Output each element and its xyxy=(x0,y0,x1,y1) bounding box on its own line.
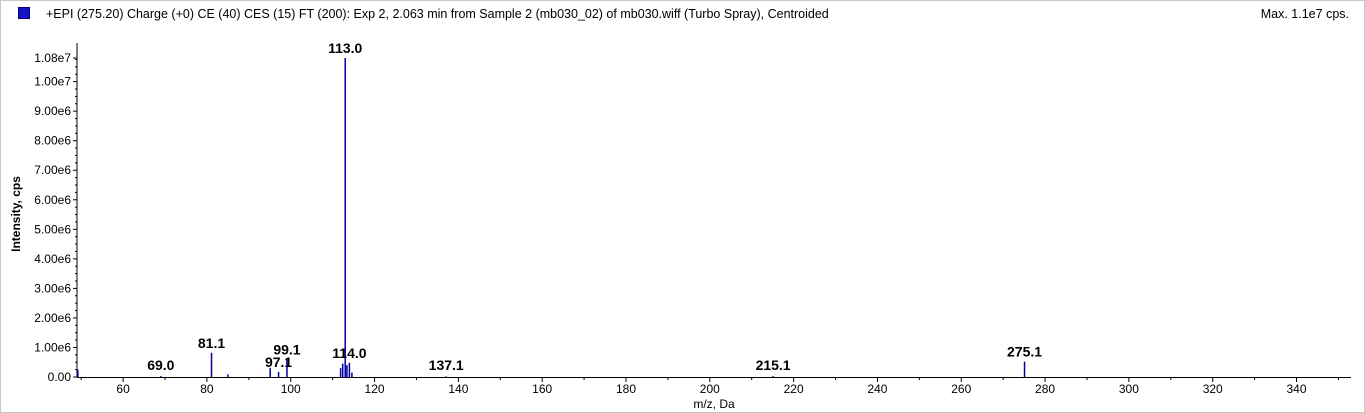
y-tick-label: 8.00e6 xyxy=(34,134,71,148)
y-tick-label: 9.00e6 xyxy=(34,104,71,118)
x-tick-label: 240 xyxy=(867,382,887,396)
peak-label: 114.0 xyxy=(332,345,366,361)
peak-label: 215.1 xyxy=(756,357,791,373)
x-tick-label: 80 xyxy=(200,382,214,396)
x-tick-label: 140 xyxy=(448,382,468,396)
peak-bar xyxy=(348,362,351,377)
peak-bar xyxy=(445,376,447,378)
max-intensity-label: Max. 1.1e7 cps. xyxy=(1260,7,1349,21)
x-tick-label: 220 xyxy=(784,382,804,396)
x-tick-label: 320 xyxy=(1203,382,1223,396)
peak-label: 275.1 xyxy=(1007,344,1042,360)
peak-bar xyxy=(339,368,342,377)
peak-bar xyxy=(341,363,344,377)
peak-bar xyxy=(346,365,348,377)
spectrum-header: +EPI (275.20) Charge (+0) CE (40) CES (1… xyxy=(1,1,1364,27)
peak-bar xyxy=(351,372,353,377)
peak-label: 137.1 xyxy=(429,357,464,373)
x-axis-ticks: 60 80 100 120 140 160 180 200 220 240 260 280 300 320… xyxy=(80,377,1339,396)
peak-label: 69.0 xyxy=(147,357,174,373)
peak-bar xyxy=(77,369,79,377)
y-tick-label: 0.00 xyxy=(48,370,72,384)
peak-label: 99.1 xyxy=(273,341,300,357)
peak-bar xyxy=(160,376,162,378)
y-tick-label: 1.00e6 xyxy=(34,340,71,354)
peak-bar xyxy=(1023,361,1026,377)
peak-bar xyxy=(344,58,346,377)
peak-bar xyxy=(286,359,288,377)
y-tick-label: 1.08e7 xyxy=(34,51,71,65)
x-tick-label: 280 xyxy=(1035,382,1055,396)
x-tick-label: 180 xyxy=(616,382,636,396)
peak-bar xyxy=(269,368,271,377)
peak-label: 113.0 xyxy=(328,40,362,56)
peak-bar xyxy=(277,371,280,377)
y-tick-label: 4.00e6 xyxy=(34,252,71,266)
peak-bar xyxy=(772,376,774,378)
x-tick-label: 100 xyxy=(281,382,301,396)
peak-bar xyxy=(227,374,229,377)
y-tick-label: 5.00e6 xyxy=(34,222,71,236)
x-tick-label: 200 xyxy=(700,382,720,396)
x-tick-label: 160 xyxy=(532,382,552,396)
x-tick-label: 300 xyxy=(1119,382,1139,396)
y-tick-label: 7.00e6 xyxy=(34,163,71,177)
peak-label: 97.1 xyxy=(265,354,292,370)
x-tick-label: 260 xyxy=(951,382,971,396)
peak-labels: 69.0 81.1 97.199.1 113.0 114.0 137.1 215.1 275.… xyxy=(147,40,1042,373)
peak-bars xyxy=(77,58,1026,378)
y-axis-ticks: 0.00 1.00e6 2.00e6 3.00e6 4.00e6 5.00e6 6.00e6… xyxy=(34,51,77,384)
peak-bar xyxy=(210,352,213,377)
y-tick-label: 2.00e6 xyxy=(34,311,71,325)
axes xyxy=(76,43,1351,378)
spectrum-title: +EPI (275.20) Charge (+0) CE (40) CES (1… xyxy=(46,7,829,21)
peak-label: 81.1 xyxy=(198,335,225,351)
series-swatch xyxy=(18,7,30,19)
y-tick-label: 1.00e7 xyxy=(34,75,71,89)
x-tick-label: 120 xyxy=(365,382,385,396)
y-tick-label: 3.00e6 xyxy=(34,281,71,295)
x-tick-label: 60 xyxy=(116,382,130,396)
x-axis-label: m/z, Da xyxy=(693,397,735,411)
y-axis-label: Intensity, cps xyxy=(9,176,23,252)
x-tick-label: 340 xyxy=(1287,382,1307,396)
y-tick-label: 6.00e6 xyxy=(34,193,71,207)
